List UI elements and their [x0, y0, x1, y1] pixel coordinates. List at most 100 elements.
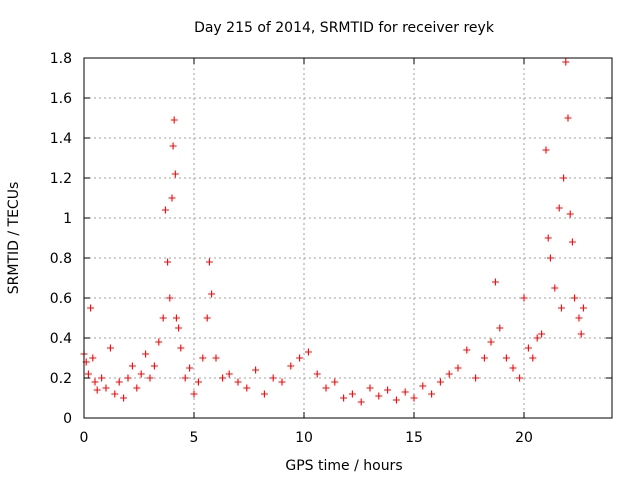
data-point [124, 374, 132, 382]
data-point [177, 344, 185, 352]
y-tick-label: 0 [63, 411, 72, 427]
data-point [392, 396, 400, 404]
data-point [199, 354, 207, 362]
data-point [357, 398, 365, 406]
data-point [175, 324, 183, 332]
data-point [304, 348, 312, 356]
data-point [555, 204, 563, 212]
data-point [520, 294, 528, 302]
x-tick-labels: 0 5 10 15 20 [80, 430, 533, 446]
data-point [568, 238, 576, 246]
data-point [575, 314, 583, 322]
y-tick-label: 1.6 [50, 91, 72, 107]
grid-lines [84, 58, 612, 418]
data-point [331, 378, 339, 386]
data-point [564, 114, 572, 122]
axis-ticks [83, 57, 612, 419]
x-tick-label: 0 [80, 430, 89, 446]
data-point [128, 362, 136, 370]
y-tick-label: 0.8 [50, 251, 72, 267]
data-point [155, 338, 163, 346]
data-point [205, 258, 213, 266]
data-point [98, 374, 106, 382]
data-point [166, 294, 174, 302]
data-point [190, 390, 198, 398]
x-tick-label: 20 [515, 430, 533, 446]
data-point [159, 314, 167, 322]
data-point [171, 170, 179, 178]
data-point [463, 346, 471, 354]
data-point [111, 390, 119, 398]
data-point [146, 374, 154, 382]
data-point [533, 334, 541, 342]
data-point [102, 384, 110, 392]
data-point [509, 364, 517, 372]
data-point [410, 394, 418, 402]
y-tick-label: 1.4 [50, 131, 72, 147]
data-point [436, 378, 444, 386]
data-point [170, 116, 178, 124]
data-point [234, 378, 242, 386]
data-point [142, 350, 150, 358]
data-point [87, 304, 95, 312]
data-point [419, 382, 427, 390]
data-point [551, 284, 559, 292]
data-point [375, 392, 383, 400]
y-tick-labels: 0 0.2 0.4 0.6 0.8 1 1.2 1.4 1.6 1.8 [50, 51, 72, 427]
data-point [546, 254, 554, 262]
data-point [472, 374, 480, 382]
data-point [208, 290, 216, 298]
data-point [560, 174, 568, 182]
data-point [106, 344, 114, 352]
y-tick-label: 1.2 [50, 171, 72, 187]
data-point [120, 394, 128, 402]
y-tick-label: 1.8 [50, 51, 72, 67]
data-point [260, 390, 268, 398]
data-point [278, 378, 286, 386]
data-point [296, 354, 304, 362]
data-point [194, 378, 202, 386]
data-point [91, 378, 99, 386]
data-point [169, 142, 177, 150]
data-point [491, 278, 499, 286]
data-point [161, 206, 169, 214]
y-axis-label: SRMTID / TECUs [6, 182, 22, 295]
data-point [348, 390, 356, 398]
data-point [252, 366, 260, 374]
data-point [168, 194, 176, 202]
x-tick-label: 10 [295, 430, 313, 446]
data-point [219, 374, 227, 382]
x-axis-label: GPS time / hours [285, 458, 402, 474]
data-point [566, 210, 574, 218]
data-point [480, 354, 488, 362]
data-point [502, 354, 510, 362]
data-point [181, 374, 189, 382]
data-point [164, 258, 172, 266]
data-point [524, 344, 532, 352]
data-point [428, 390, 436, 398]
data-point [562, 58, 570, 66]
data-point [577, 330, 585, 338]
y-tick-label: 0.6 [50, 291, 72, 307]
data-point [150, 362, 158, 370]
data-point [516, 374, 524, 382]
plot-frame [83, 57, 613, 419]
x-tick-label: 5 [190, 430, 199, 446]
data-point [172, 314, 180, 322]
data-point [529, 354, 537, 362]
data-point [186, 364, 194, 372]
y-tick-label: 0.4 [50, 331, 72, 347]
data-point [340, 394, 348, 402]
data-point [93, 386, 101, 394]
data-point [137, 370, 145, 378]
data-point [225, 370, 233, 378]
data-point [557, 304, 565, 312]
data-point [212, 354, 220, 362]
data-point [366, 384, 374, 392]
data-point [89, 354, 97, 362]
chart-title: Day 215 of 2014, SRMTID for receiver rey… [194, 20, 495, 36]
data-point [401, 388, 409, 396]
data-point [544, 234, 552, 242]
data-point [243, 384, 251, 392]
